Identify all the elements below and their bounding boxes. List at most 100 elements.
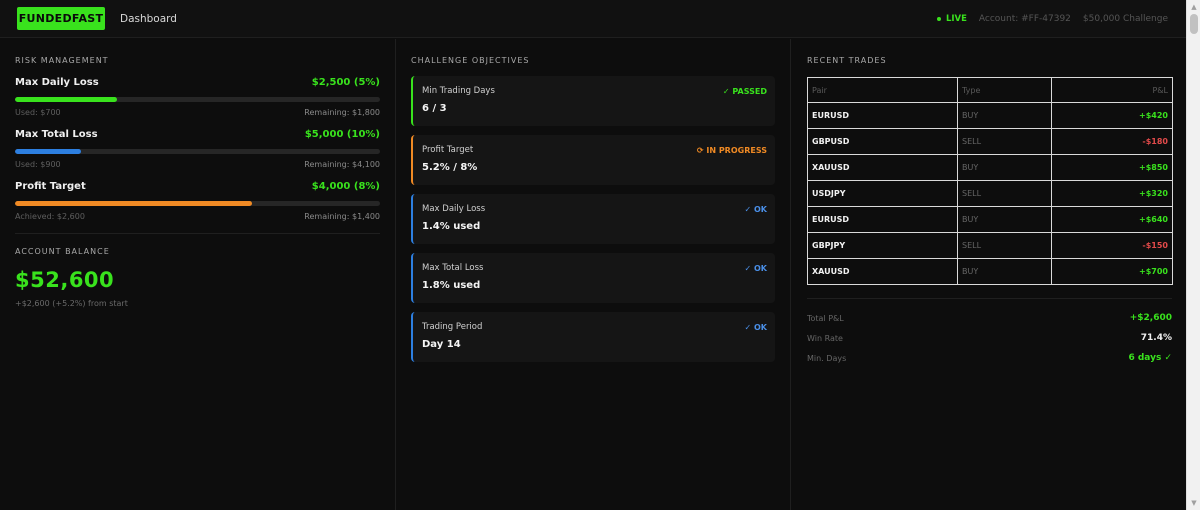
scroll-thumb[interactable] xyxy=(1190,14,1198,34)
summary-label: Total P&L xyxy=(807,313,844,323)
risk-management-title: RISK MANAGEMENT xyxy=(15,56,109,65)
table-row[interactable]: GBPJPY SELL -$150 xyxy=(807,232,1173,259)
objective-status: ✓ OK xyxy=(744,322,768,332)
trade-type: BUY xyxy=(957,102,1052,129)
risk-item-profit-target: Profit Target $4,000 (8%) Achieved: $2,6… xyxy=(15,181,380,221)
recent-trades-title: RECENT TRADES xyxy=(807,56,887,65)
summary-row-win-rate: Win Rate 71.4% xyxy=(807,328,1172,348)
objective-status: ✓ PASSED xyxy=(722,86,767,96)
table-row[interactable]: EURUSD BUY +$420 xyxy=(807,102,1173,129)
trades-table: Pair Type P&L EURUSD BUY +$420 GBPUSD SELL -$… xyxy=(807,77,1173,285)
risk-item-name: Max Daily Loss xyxy=(15,77,99,88)
objective-card-max-daily-loss[interactable]: Max Daily Loss ✓ OK 1.4% used xyxy=(411,194,775,244)
risk-item-name: Max Total Loss xyxy=(15,129,98,140)
trade-pnl: +$700 xyxy=(1051,258,1173,285)
objective-value: 1.4% used xyxy=(422,221,481,232)
trade-type: BUY xyxy=(957,258,1052,285)
table-row[interactable]: XAUUSD BUY +$700 xyxy=(807,258,1173,285)
objective-card-max-total-loss[interactable]: Max Total Loss ✓ OK 1.8% used xyxy=(411,253,775,303)
objective-value: 5.2% / 8% xyxy=(422,162,478,173)
logo[interactable]: FUNDEDFAST xyxy=(17,7,105,30)
trade-pair: USDJPY xyxy=(807,180,958,207)
live-dot-icon xyxy=(936,16,941,21)
objective-title: Trading Period xyxy=(422,322,483,332)
trade-type: BUY xyxy=(957,206,1052,233)
trade-type: SELL xyxy=(957,128,1052,155)
table-row[interactable]: EURUSD BUY +$640 xyxy=(807,206,1173,233)
progress-bar xyxy=(15,149,380,154)
table-row[interactable]: USDJPY SELL +$320 xyxy=(807,180,1173,207)
risk-panel: RISK MANAGEMENT Max Daily Loss $2,500 (5… xyxy=(0,39,396,510)
trade-pair: GBPUSD xyxy=(807,128,958,155)
table-row[interactable]: XAUUSD BUY +$850 xyxy=(807,154,1173,181)
used-label: Used: $900 xyxy=(15,160,61,169)
risk-item-max-total-loss: Max Total Loss $5,000 (10%) Used: $900 R… xyxy=(15,129,380,169)
objective-title: Profit Target xyxy=(422,145,474,155)
risk-item-max-daily-loss: Max Daily Loss $2,500 (5%) Used: $700 Re… xyxy=(15,77,380,117)
progress-bar xyxy=(15,201,380,206)
summary-label: Win Rate xyxy=(807,333,843,343)
objective-title: Min Trading Days xyxy=(422,86,495,96)
scroll-up-icon[interactable]: ▲ xyxy=(1191,3,1197,11)
challenge-name: $50,000 Challenge xyxy=(1082,13,1168,24)
account-balance-title: ACCOUNT BALANCE xyxy=(15,247,110,256)
objective-value: 1.8% used xyxy=(422,280,481,291)
risk-item-name: Profit Target xyxy=(15,181,86,192)
account-id: Account: #FF-47392 xyxy=(978,13,1071,24)
trade-pnl: -$180 xyxy=(1051,128,1173,155)
page-scrollbar[interactable]: ▲ ▼ xyxy=(1186,0,1200,510)
objective-status: ⟳ IN PROGRESS xyxy=(696,145,767,155)
column-header-type[interactable]: Type xyxy=(957,77,1052,103)
table-header-row: Pair Type P&L xyxy=(807,77,1173,103)
summary-label: Min. Days xyxy=(807,353,847,363)
trade-type: BUY xyxy=(957,154,1052,181)
remaining-label: Remaining: $1,800 xyxy=(304,108,380,117)
progress-fill xyxy=(15,149,81,154)
summary-value: 6 days ✓ xyxy=(1128,353,1172,363)
trade-type: SELL xyxy=(957,180,1052,207)
divider xyxy=(15,233,380,234)
objective-status: ✓ OK xyxy=(744,204,768,214)
balance-change: +$2,600 (+5.2%) from start xyxy=(15,299,128,308)
achieved-label: Achieved: $2,600 xyxy=(15,212,85,221)
nav-dashboard-link[interactable]: Dashboard xyxy=(120,12,177,25)
summary-row-min-days: Min. Days 6 days ✓ xyxy=(807,348,1172,368)
scroll-down-icon[interactable]: ▼ xyxy=(1191,499,1197,507)
objective-card-profit-target[interactable]: Profit Target ⟳ IN PROGRESS 5.2% / 8% xyxy=(411,135,775,185)
table-row[interactable]: GBPUSD SELL -$180 xyxy=(807,128,1173,155)
used-label: Used: $700 xyxy=(15,108,61,117)
summary-value: 71.4% xyxy=(1140,333,1172,343)
objective-title: Max Daily Loss xyxy=(422,204,486,214)
trade-pnl: +$850 xyxy=(1051,154,1173,181)
account-info: LIVE Account: #FF-47392 $50,000 Challeng… xyxy=(936,13,1168,24)
risk-item-value: $2,500 (5%) xyxy=(311,77,380,88)
progress-bar xyxy=(15,97,380,102)
objective-value: 6 / 3 xyxy=(422,103,447,114)
objective-title: Max Total Loss xyxy=(422,263,484,273)
objective-status: ✓ OK xyxy=(744,263,768,273)
live-indicator: LIVE xyxy=(936,13,967,24)
trade-pnl: +$320 xyxy=(1051,180,1173,207)
trades-panel: RECENT TRADES Pair Type P&L EURUSD BUY +$4… xyxy=(792,39,1186,510)
trade-pair: EURUSD xyxy=(807,206,958,233)
trades-summary: Total P&L +$2,600 Win Rate 71.4% Min. Da… xyxy=(807,298,1172,368)
risk-item-value: $4,000 (8%) xyxy=(311,181,380,192)
live-label: LIVE xyxy=(945,13,967,24)
trade-pair: XAUUSD xyxy=(807,258,958,285)
objectives-panel: CHALLENGE OBJECTIVES Min Trading Days ✓ … xyxy=(397,39,791,510)
progress-fill xyxy=(15,201,253,206)
challenge-objectives-title: CHALLENGE OBJECTIVES xyxy=(411,56,530,65)
column-header-pair[interactable]: Pair xyxy=(807,77,958,103)
column-header-pnl[interactable]: P&L xyxy=(1051,77,1173,103)
remaining-label: Remaining: $4,100 xyxy=(304,160,380,169)
risk-item-value: $5,000 (10%) xyxy=(304,129,380,140)
remaining-label: Remaining: $1,400 xyxy=(304,212,380,221)
progress-fill xyxy=(15,97,118,102)
trade-pnl: +$640 xyxy=(1051,206,1173,233)
top-bar: FUNDEDFAST Dashboard LIVE Account: #FF-4… xyxy=(0,0,1186,38)
objective-card-trading-period[interactable]: Trading Period ✓ OK Day 14 xyxy=(411,312,775,362)
trade-type: SELL xyxy=(957,232,1052,259)
trade-pnl: +$420 xyxy=(1051,102,1173,129)
objective-card-min-trading-days[interactable]: Min Trading Days ✓ PASSED 6 / 3 xyxy=(411,76,775,126)
trade-pair: GBPJPY xyxy=(807,232,958,259)
